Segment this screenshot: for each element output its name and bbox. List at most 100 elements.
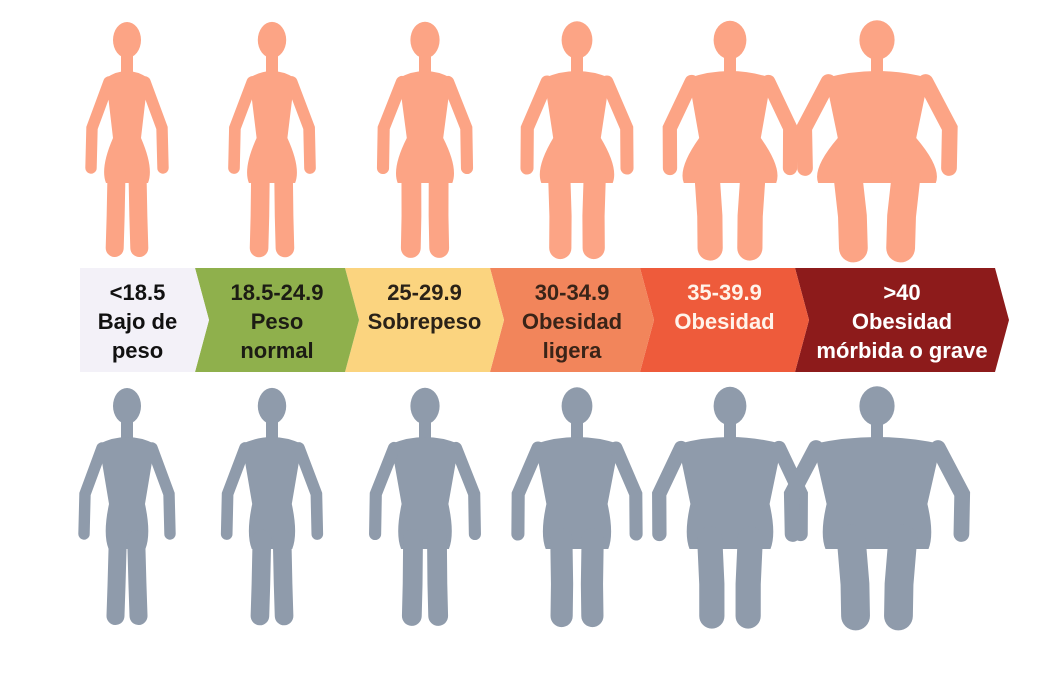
bmi-label: Obesidad: [522, 309, 622, 334]
head: [410, 21, 440, 59]
leg: [272, 529, 294, 626]
leg: [249, 163, 270, 258]
arm: [442, 75, 474, 175]
torso: [539, 71, 615, 183]
arm: [228, 76, 259, 174]
leg: [735, 526, 763, 629]
torso: [395, 71, 455, 183]
neck: [724, 52, 736, 74]
banner-segment: [795, 268, 1009, 372]
female-silhouette: [85, 22, 169, 257]
head: [257, 21, 287, 59]
bmi-label: Obesidad: [674, 309, 774, 334]
male-silhouette: [652, 386, 808, 629]
neck: [419, 418, 431, 440]
arm: [285, 76, 316, 174]
bmi-label: Obesidad: [852, 309, 952, 334]
arm: [376, 75, 408, 175]
leg: [106, 530, 127, 625]
leg: [128, 164, 149, 257]
neck: [266, 52, 278, 74]
arm: [761, 74, 798, 176]
neck: [571, 52, 583, 74]
bmi-range: 25-29.9: [387, 280, 462, 305]
torso: [242, 437, 302, 549]
male-silhouette: [220, 387, 324, 626]
leg: [401, 529, 423, 626]
male-silhouette: [369, 387, 481, 626]
leg: [886, 158, 921, 263]
torso: [247, 71, 297, 183]
bmi-range: <18.5: [110, 280, 166, 305]
leg: [582, 161, 606, 260]
bmi-label: mórbida o grave: [816, 338, 987, 363]
arm: [220, 442, 251, 540]
leg: [548, 161, 572, 260]
bmi-label: Sobrepeso: [368, 309, 482, 334]
neck: [419, 52, 431, 74]
torso: [682, 71, 778, 183]
banner-segment: [80, 268, 209, 372]
torso: [99, 437, 155, 549]
female-silhouette: [796, 20, 958, 263]
female-silhouette: [376, 21, 474, 258]
arm: [652, 440, 689, 542]
head: [561, 387, 593, 425]
torso: [817, 71, 937, 183]
bmi-label: Bajo de: [98, 309, 177, 334]
female-silhouette: [520, 21, 634, 260]
leg: [694, 160, 723, 261]
banner-segment: [490, 268, 654, 372]
leg: [400, 163, 422, 258]
torso: [104, 71, 150, 183]
bmi-range: >40: [883, 280, 920, 305]
bmi-banner: <18.5 Bajo de peso 18.5-24.9 Peso normal 25-29…: [80, 268, 1009, 372]
arm: [796, 74, 837, 176]
banner-segment: [640, 268, 809, 372]
head: [859, 20, 895, 60]
leg: [428, 163, 450, 258]
neck: [121, 52, 133, 74]
arm: [146, 442, 176, 540]
figures: [78, 20, 971, 631]
female-silhouette: [662, 20, 798, 261]
arm: [600, 75, 634, 175]
arm: [662, 74, 699, 176]
arm: [511, 441, 545, 541]
arm: [293, 442, 324, 540]
bmi-range: 18.5-24.9: [231, 280, 324, 305]
head: [713, 20, 747, 60]
female-silhouette: [228, 21, 316, 258]
head: [410, 387, 440, 425]
bmi-label: peso: [112, 338, 163, 363]
male-silhouette: [783, 386, 971, 631]
arm: [771, 440, 808, 542]
arm: [139, 76, 169, 174]
leg: [550, 527, 574, 628]
leg: [833, 158, 868, 263]
arm: [930, 440, 971, 542]
neck: [571, 418, 583, 440]
torso: [391, 437, 459, 549]
banner-segment: [345, 268, 504, 372]
neck: [724, 418, 736, 440]
head: [713, 386, 747, 426]
bmi-range: 30-34.9: [535, 280, 610, 305]
arm: [85, 76, 115, 174]
leg: [127, 530, 148, 625]
torso: [813, 437, 941, 549]
arm: [609, 441, 643, 541]
torso: [535, 437, 619, 549]
leg: [836, 524, 870, 631]
leg: [737, 160, 766, 261]
banner-segment: [195, 268, 359, 372]
leg: [697, 526, 725, 629]
head: [257, 387, 287, 425]
arm: [78, 442, 108, 540]
neck: [121, 418, 133, 440]
neck: [266, 418, 278, 440]
male-silhouette: [511, 387, 643, 628]
torso: [678, 437, 782, 549]
arm: [917, 74, 958, 176]
